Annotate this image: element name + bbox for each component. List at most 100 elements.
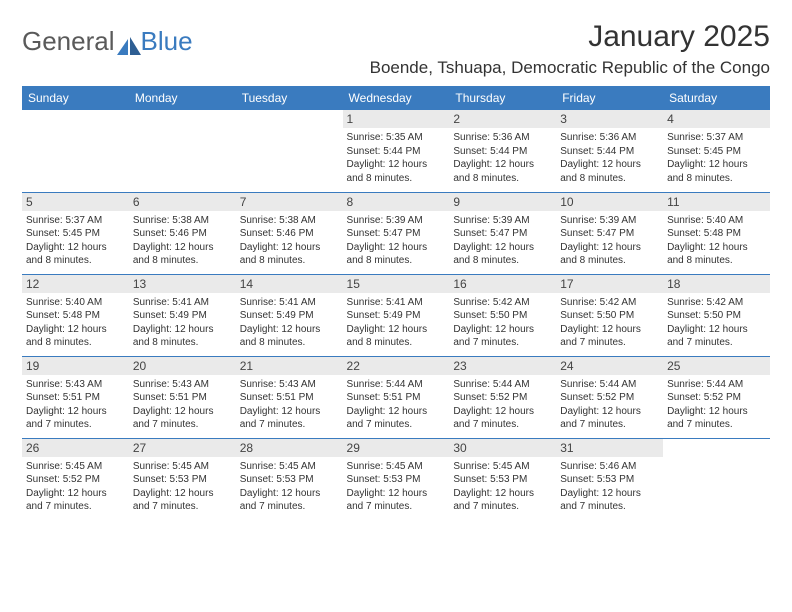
calendar-cell: 28Sunrise: 5:45 AMSunset: 5:53 PMDayligh… [236, 438, 343, 520]
daylight-line: Daylight: 12 hours and 8 minutes. [453, 241, 552, 268]
sunset-line: Sunset: 5:48 PM [667, 227, 766, 241]
daylight-line: Daylight: 12 hours and 8 minutes. [240, 241, 339, 268]
day-number: 23 [449, 357, 556, 375]
sunrise-line: Sunrise: 5:44 AM [560, 378, 659, 392]
calendar-cell: 2Sunrise: 5:36 AMSunset: 5:44 PMDaylight… [449, 110, 556, 192]
sunset-line: Sunset: 5:46 PM [133, 227, 232, 241]
daylight-line: Daylight: 12 hours and 8 minutes. [667, 158, 766, 185]
day-number: 2 [449, 110, 556, 128]
sunset-line: Sunset: 5:51 PM [26, 391, 125, 405]
sunset-line: Sunset: 5:51 PM [133, 391, 232, 405]
calendar-cell: 29 Sunrise: 5:45 AMSunset: 5:53 PMDayligh… [343, 438, 450, 520]
sunset-line: Sunset: 5:44 PM [347, 145, 446, 159]
sunset-line: Sunset: 5:49 PM [133, 309, 232, 323]
sunrise-line: Sunrise: 5:37 AM [667, 131, 766, 145]
calendar-cell: 1Sunrise: 5:35 AMSunset: 5:44 PMDaylight… [343, 110, 450, 192]
calendar-cell: 30Sunrise: 5:45 AMSunset: 5:53 PMDayligh… [449, 438, 556, 520]
daylight-line: Daylight: 12 hours and 8 minutes. [133, 323, 232, 350]
sunset-line: Sunset: 5:44 PM [560, 145, 659, 159]
day-details: Sunrise: 5:44 AMSunset: 5:51 PMDaylight:… [347, 378, 446, 432]
day-number: 24 [556, 357, 663, 375]
day-number: 18 [663, 275, 770, 293]
sunrise-line: Sunrise: 5:44 AM [453, 378, 552, 392]
sunset-line: Sunset: 5:45 PM [26, 227, 125, 241]
daylight-line: Daylight: 12 hours and 7 minutes. [133, 405, 232, 432]
day-details: Sunrise: 5:41 AMSunset: 5:49 PMDaylight:… [133, 296, 232, 350]
daylight-line: Daylight: 12 hours and 8 minutes. [667, 241, 766, 268]
sunset-line: Sunset: 5:50 PM [667, 309, 766, 323]
sunrise-line: Sunrise: 5:41 AM [347, 296, 446, 310]
day-number: 22 [343, 357, 450, 375]
daylight-line: Daylight: 12 hours and 8 minutes. [347, 323, 446, 350]
calendar-cell: 22 Sunrise: 5:44 AMSunset: 5:51 PMDayligh… [343, 356, 450, 438]
sunrise-line: Sunrise: 5:41 AM [133, 296, 232, 310]
day-details: Sunrise: 5:42 AMSunset: 5:50 PMDaylight:… [453, 296, 552, 350]
calendar-cell: 31 Sunrise: 5:46 AMSunset: 5:53 PMDayligh… [556, 438, 663, 520]
daylight-line: Daylight: 12 hours and 8 minutes. [453, 158, 552, 185]
day-details: Sunrise: 5:37 AMSunset: 5:45 PMDaylight:… [26, 214, 125, 268]
sunset-line: Sunset: 5:53 PM [560, 473, 659, 487]
calendar-cell: 5Sunrise: 5:37 AMSunset: 5:45 PMDaylight… [22, 192, 129, 274]
day-number: 3 [556, 110, 663, 128]
daylight-line: Daylight: 12 hours and 8 minutes. [133, 241, 232, 268]
daylight-line: Daylight: 12 hours and 7 minutes. [347, 405, 446, 432]
day-details: Sunrise: 5:38 AMSunset: 5:46 PMDaylight:… [133, 214, 232, 268]
day-details: Sunrise: 5:39 AMSunset: 5:47 PMDaylight:… [347, 214, 446, 268]
day-number: 30 [449, 439, 556, 457]
day-details: Sunrise: 5:44 AMSunset: 5:52 PMDaylight:… [560, 378, 659, 432]
calendar-cell [663, 438, 770, 520]
sunset-line: Sunset: 5:47 PM [347, 227, 446, 241]
daylight-line: Daylight: 12 hours and 8 minutes. [26, 323, 125, 350]
day-details: Sunrise: 5:45 AMSunset: 5:53 PMDaylight:… [347, 460, 446, 514]
sunrise-line: Sunrise: 5:45 AM [453, 460, 552, 474]
calendar-cell [22, 110, 129, 192]
day-number: 1 [343, 110, 450, 128]
calendar-row: 1Sunrise: 5:35 AMSunset: 5:44 PMDaylight… [22, 110, 770, 192]
day-details: Sunrise: 5:36 AMSunset: 5:44 PMDaylight:… [560, 131, 659, 185]
day-number: 20 [129, 357, 236, 375]
sunrise-line: Sunrise: 5:39 AM [560, 214, 659, 228]
day-details: Sunrise: 5:40 AMSunset: 5:48 PMDaylight:… [26, 296, 125, 350]
location-subtitle: Boende, Tshuapa, Democratic Republic of … [370, 58, 770, 78]
day-number: 7 [236, 193, 343, 211]
logo-sail-icon [117, 31, 141, 49]
day-number: 9 [449, 193, 556, 211]
day-number: 19 [22, 357, 129, 375]
calendar-cell: 27Sunrise: 5:45 AMSunset: 5:53 PMDayligh… [129, 438, 236, 520]
daylight-line: Daylight: 12 hours and 7 minutes. [667, 323, 766, 350]
sunrise-line: Sunrise: 5:40 AM [26, 296, 125, 310]
sunset-line: Sunset: 5:45 PM [667, 145, 766, 159]
daylight-line: Daylight: 12 hours and 7 minutes. [133, 487, 232, 514]
weekday-header: Tuesday [236, 86, 343, 110]
logo: General Blue [22, 20, 193, 57]
calendar-cell: 8Sunrise: 5:39 AMSunset: 5:47 PMDaylight… [343, 192, 450, 274]
sunrise-line: Sunrise: 5:42 AM [560, 296, 659, 310]
day-details: Sunrise: 5:46 AMSunset: 5:53 PMDaylight:… [560, 460, 659, 514]
sunset-line: Sunset: 5:53 PM [133, 473, 232, 487]
calendar-cell: 24 Sunrise: 5:44 AMSunset: 5:52 PMDayligh… [556, 356, 663, 438]
day-details: Sunrise: 5:39 AMSunset: 5:47 PMDaylight:… [453, 214, 552, 268]
daylight-line: Daylight: 12 hours and 8 minutes. [240, 323, 339, 350]
day-details: Sunrise: 5:40 AMSunset: 5:48 PMDaylight:… [667, 214, 766, 268]
sunrise-line: Sunrise: 5:42 AM [453, 296, 552, 310]
calendar-cell [236, 110, 343, 192]
daylight-line: Daylight: 12 hours and 7 minutes. [26, 405, 125, 432]
weekday-header: Wednesday [343, 86, 450, 110]
weekday-header: Friday [556, 86, 663, 110]
calendar-cell: 19Sunrise: 5:43 AMSunset: 5:51 PMDayligh… [22, 356, 129, 438]
calendar-table: SundayMondayTuesdayWednesdayThursdayFrid… [22, 86, 770, 520]
day-number: 31 [556, 439, 663, 457]
sunrise-line: Sunrise: 5:46 AM [560, 460, 659, 474]
sunset-line: Sunset: 5:52 PM [26, 473, 125, 487]
daylight-line: Daylight: 12 hours and 7 minutes. [26, 487, 125, 514]
calendar-cell: 15Sunrise: 5:41 AMSunset: 5:49 PMDayligh… [343, 274, 450, 356]
logo-text-general: General [22, 26, 115, 57]
weekday-header: Saturday [663, 86, 770, 110]
sunrise-line: Sunrise: 5:38 AM [240, 214, 339, 228]
day-number: 29 [343, 439, 450, 457]
day-details: Sunrise: 5:45 AMSunset: 5:53 PMDaylight:… [133, 460, 232, 514]
sunrise-line: Sunrise: 5:45 AM [26, 460, 125, 474]
daylight-line: Daylight: 12 hours and 8 minutes. [347, 158, 446, 185]
day-details: Sunrise: 5:45 AMSunset: 5:52 PMDaylight:… [26, 460, 125, 514]
sunset-line: Sunset: 5:53 PM [240, 473, 339, 487]
